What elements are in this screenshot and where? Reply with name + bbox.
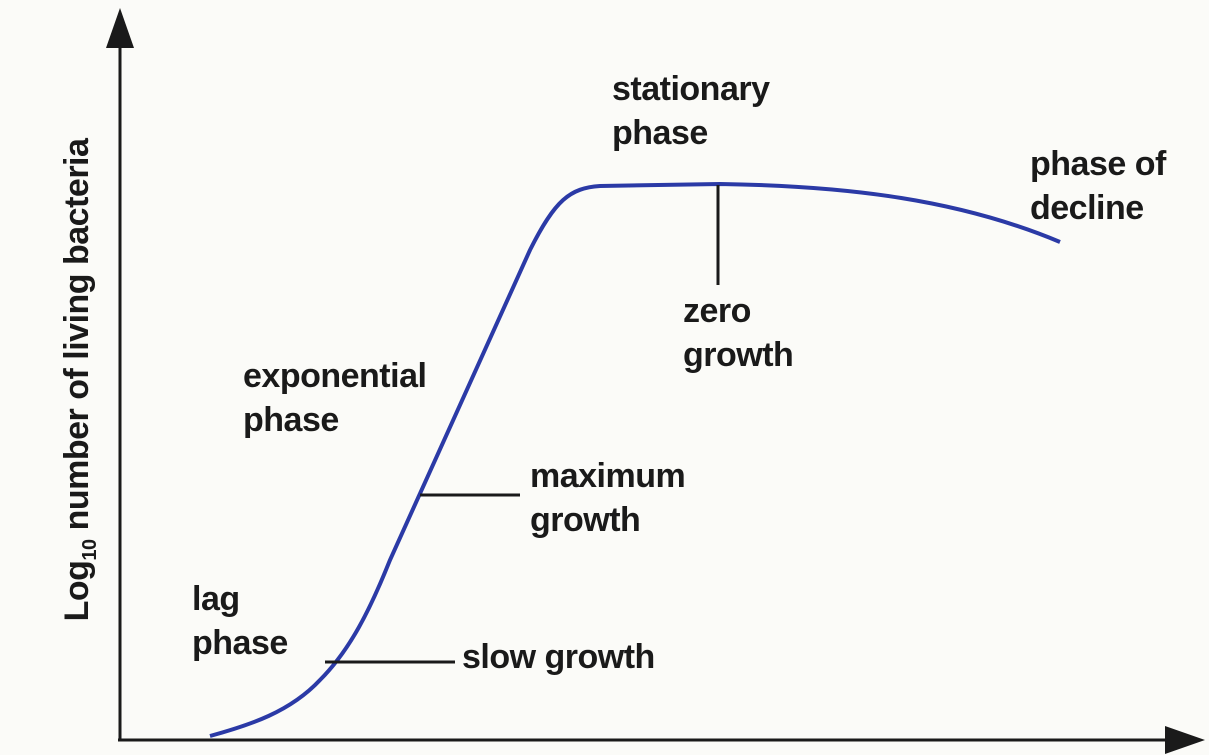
phase-label: decline: [1030, 189, 1144, 227]
phase-label: phase of: [1030, 145, 1167, 183]
phase-label: exponential: [243, 357, 426, 395]
phase-label: growth: [683, 336, 793, 374]
y-label-subscript: 10: [79, 539, 101, 561]
phase-label: zero: [683, 292, 751, 330]
phase-label: maximum: [530, 457, 685, 495]
y-label-base: Log: [58, 561, 96, 622]
phase-label: stationary: [612, 70, 770, 108]
y-axis-label: Log10 number of living bacteria: [58, 137, 101, 621]
phase-label: phase: [612, 114, 708, 152]
y-axis-arrow: [106, 8, 134, 48]
phase-label: slow growth: [462, 638, 655, 676]
x-axis-arrow: [1165, 726, 1205, 754]
growth-curve: [209, 181, 1061, 738]
y-label-rest: number of living bacteria: [58, 137, 96, 539]
phase-label: lag: [192, 580, 240, 618]
phase-label: growth: [530, 501, 640, 539]
phase-label: phase: [243, 401, 339, 439]
phase-label: phase: [192, 624, 288, 662]
phase-labels: stationary phase phase of decline zero growth…: [192, 70, 1167, 676]
